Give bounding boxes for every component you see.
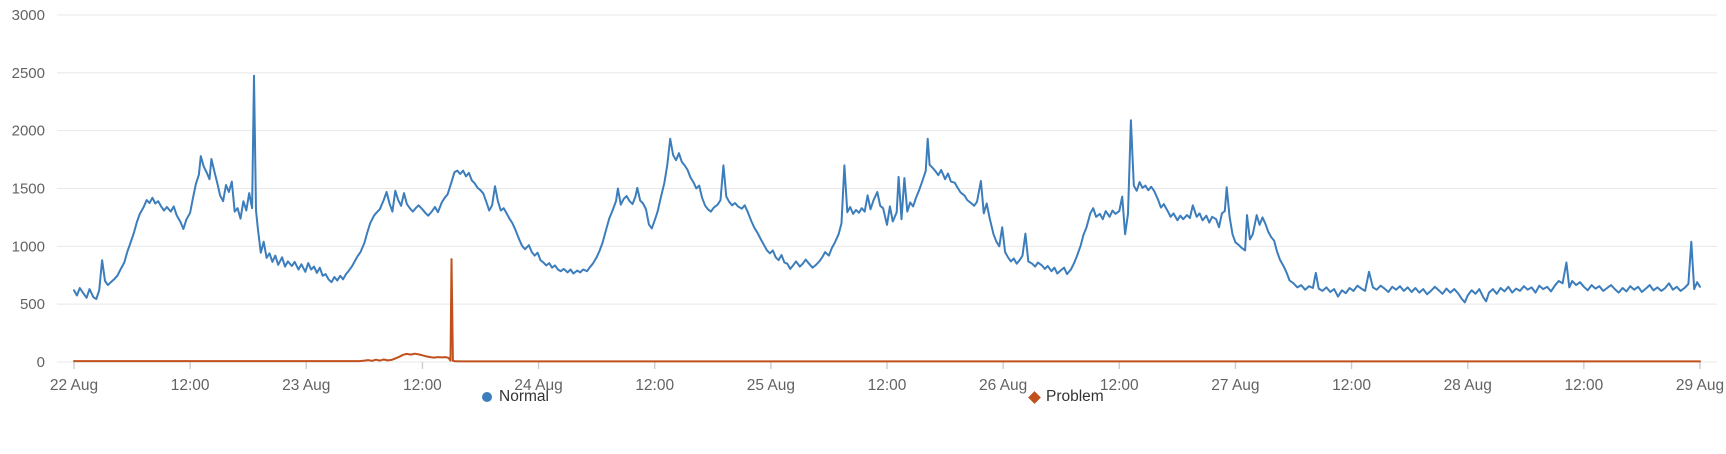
x-axis-label: 12:00	[1100, 377, 1139, 394]
legend-label-problem: Problem	[1046, 388, 1104, 405]
x-axis-label: 28 Aug	[1444, 377, 1492, 394]
y-axis-label: 1500	[12, 181, 45, 198]
x-axis-label: 23 Aug	[282, 377, 330, 394]
x-axis-label: 27 Aug	[1211, 377, 1259, 394]
x-axis-label: 12:00	[171, 377, 210, 394]
chart-legend: Normal Problem	[0, 387, 1726, 407]
diamond-marker-icon	[1028, 390, 1041, 404]
y-axis-label: 1000	[12, 238, 45, 255]
y-axis-label: 3000	[12, 7, 45, 24]
y-axis-label: 0	[37, 354, 45, 371]
x-axis-label: 24 Aug	[514, 377, 562, 394]
legend-label-normal: Normal	[499, 388, 549, 405]
legend-item-normal[interactable]: Normal	[482, 387, 549, 407]
x-axis-label: 29 Aug	[1676, 377, 1724, 394]
x-axis-label: 25 Aug	[747, 377, 795, 394]
x-axis-label: 26 Aug	[979, 377, 1027, 394]
legend-item-problem[interactable]: Problem	[1028, 387, 1104, 407]
circle-marker-icon	[482, 392, 492, 402]
y-axis-label: 2000	[12, 123, 45, 140]
x-axis-label: 12:00	[403, 377, 442, 394]
problem-series-line[interactable]	[73, 258, 1701, 363]
normal-series-line[interactable]	[73, 74, 1701, 304]
x-axis-label: 12:00	[1564, 377, 1603, 394]
x-axis-label: 12:00	[635, 377, 674, 394]
x-axis-label: 12:00	[868, 377, 907, 394]
y-axis-label: 500	[20, 296, 45, 313]
x-axis-label: 12:00	[1332, 377, 1371, 394]
y-axis-label: 2500	[12, 65, 45, 82]
x-axis-label: 22 Aug	[50, 377, 98, 394]
